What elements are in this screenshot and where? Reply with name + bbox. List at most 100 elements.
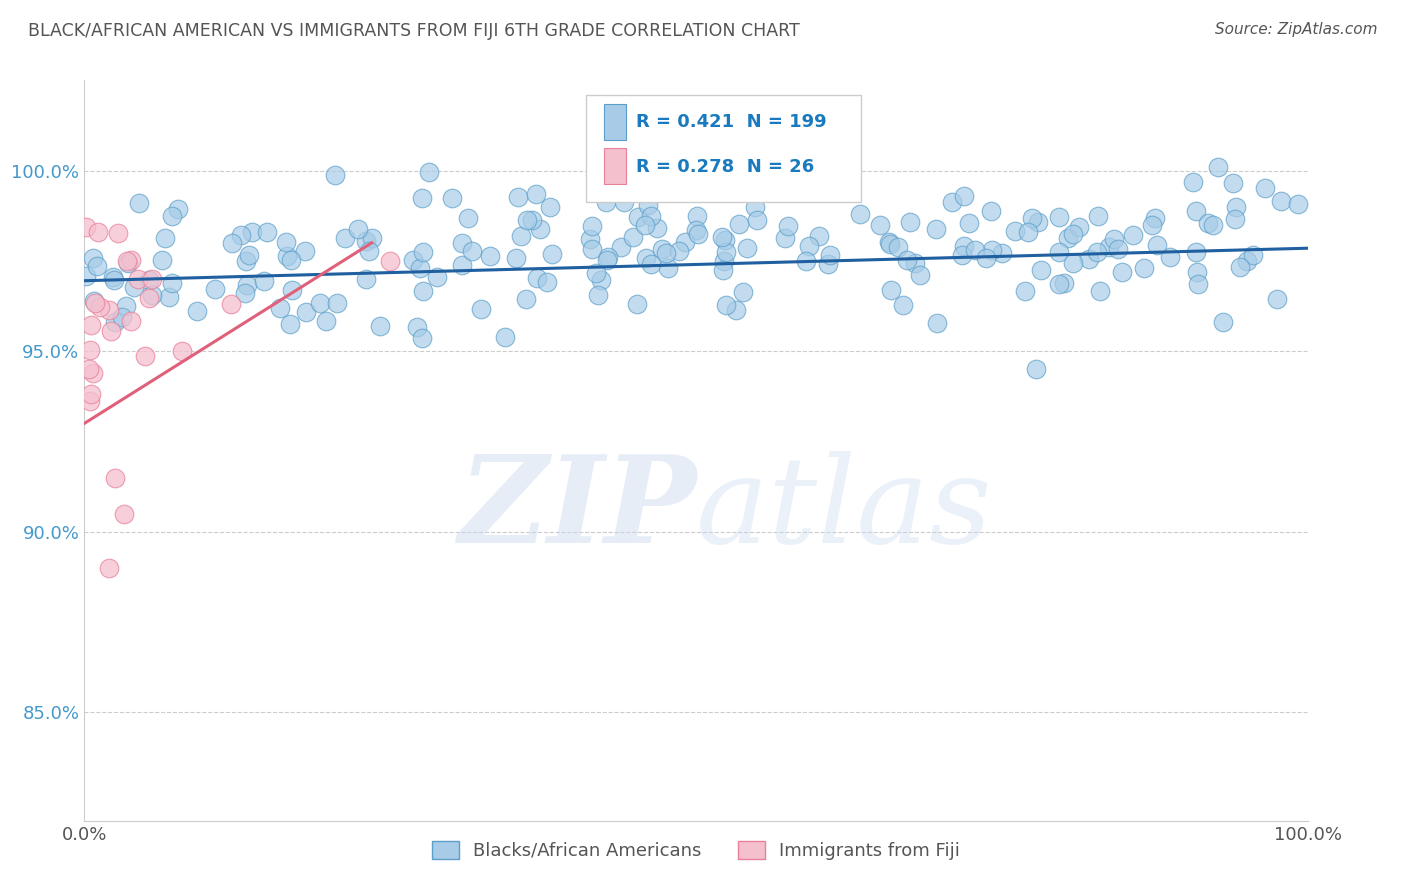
- Point: [524, 186, 547, 201]
- Point: [589, 273, 612, 287]
- Point: [1004, 224, 1026, 238]
- Point: [166, 202, 188, 216]
- Point: [1146, 238, 1168, 252]
- Point: [240, 225, 263, 239]
- Point: [361, 230, 384, 244]
- Point: [101, 270, 124, 285]
- Point: [82, 252, 104, 266]
- Point: [991, 245, 1014, 260]
- Point: [1087, 210, 1109, 224]
- Point: [713, 254, 735, 268]
- Point: [1062, 255, 1084, 269]
- Point: [686, 209, 709, 223]
- Point: [141, 287, 163, 301]
- Point: [626, 297, 648, 311]
- Point: [1107, 242, 1129, 256]
- Point: [1028, 215, 1050, 229]
- Point: [520, 213, 543, 227]
- Point: [1021, 211, 1043, 225]
- Point: [685, 223, 707, 237]
- Point: [1031, 263, 1053, 277]
- Point: [83, 293, 105, 308]
- Point: [141, 272, 163, 286]
- Point: [776, 219, 799, 233]
- Point: [796, 254, 818, 268]
- Point: [138, 273, 160, 287]
- Point: [506, 190, 529, 204]
- Point: [418, 164, 440, 178]
- Point: [89, 301, 111, 315]
- Point: [957, 216, 980, 230]
- Point: [965, 243, 987, 257]
- Point: [1047, 244, 1070, 259]
- Point: [609, 240, 631, 254]
- Point: [451, 235, 474, 250]
- Point: [711, 263, 734, 277]
- Point: [235, 254, 257, 268]
- Point: [276, 249, 298, 263]
- Point: [1187, 277, 1209, 291]
- Point: [657, 260, 679, 275]
- Point: [104, 470, 127, 484]
- Point: [478, 249, 501, 263]
- Point: [1111, 265, 1133, 279]
- Point: [335, 231, 357, 245]
- Point: [1062, 227, 1084, 242]
- Point: [1056, 230, 1078, 244]
- Point: [80, 318, 103, 332]
- Point: [950, 248, 973, 262]
- Point: [898, 215, 921, 229]
- Point: [280, 252, 302, 267]
- Text: R = 0.421  N = 199: R = 0.421 N = 199: [636, 113, 827, 131]
- Point: [713, 233, 735, 247]
- Point: [1185, 265, 1208, 279]
- Point: [744, 201, 766, 215]
- Point: [613, 194, 636, 209]
- Point: [640, 257, 662, 271]
- Point: [941, 195, 963, 210]
- Point: [172, 344, 194, 359]
- Point: [380, 253, 402, 268]
- Point: [1047, 210, 1070, 224]
- Point: [1197, 216, 1219, 230]
- Point: [150, 252, 173, 267]
- Point: [97, 561, 120, 575]
- Point: [714, 245, 737, 260]
- Point: [100, 324, 122, 338]
- Point: [581, 243, 603, 257]
- FancyBboxPatch shape: [586, 95, 860, 202]
- Point: [153, 231, 176, 245]
- Point: [79, 362, 101, 376]
- Point: [368, 319, 391, 334]
- Point: [1140, 218, 1163, 232]
- Point: [1236, 254, 1258, 268]
- Point: [710, 230, 733, 244]
- Point: [409, 260, 432, 275]
- Point: [637, 198, 659, 212]
- Point: [347, 222, 370, 236]
- Point: [494, 329, 516, 343]
- Point: [980, 204, 1002, 219]
- Point: [731, 285, 754, 300]
- Point: [925, 317, 948, 331]
- Point: [98, 303, 121, 318]
- Point: [87, 225, 110, 239]
- Point: [688, 227, 710, 241]
- Point: [426, 270, 449, 285]
- Point: [354, 272, 377, 286]
- Point: [541, 246, 564, 260]
- Point: [357, 244, 380, 258]
- Point: [1185, 203, 1208, 218]
- Point: [891, 298, 914, 312]
- Point: [75, 269, 97, 284]
- Point: [461, 244, 484, 258]
- Point: [634, 251, 657, 265]
- Point: [308, 296, 330, 310]
- Point: [578, 232, 600, 246]
- Point: [1102, 232, 1125, 246]
- Point: [114, 299, 136, 313]
- Point: [799, 239, 821, 253]
- Point: [818, 248, 841, 262]
- Point: [877, 235, 900, 250]
- Point: [904, 255, 927, 269]
